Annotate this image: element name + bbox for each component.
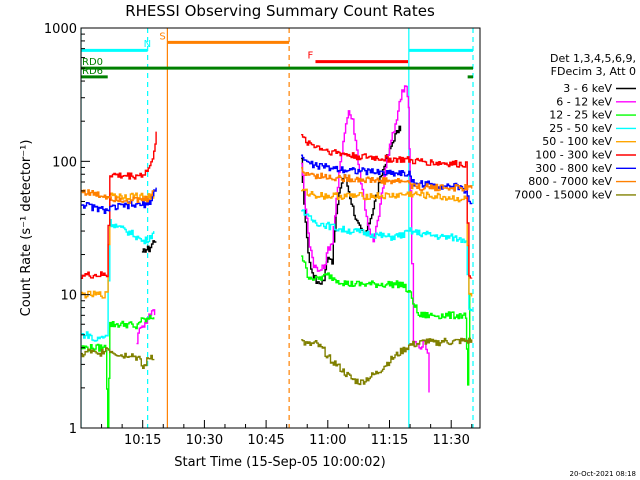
legend-label-5: 100 - 300 keV: [535, 149, 612, 162]
flag-label-s: S: [159, 31, 165, 42]
y-tick-label-2: 10: [60, 289, 77, 304]
legend-label-8: 7000 - 15000 keV: [514, 188, 612, 201]
legend-label-0: 3 - 6 keV: [563, 82, 612, 95]
annotation-0: N: [144, 39, 151, 50]
x-tick-label-4: 11:15: [371, 433, 408, 448]
y-tick-label-0: 1000: [44, 22, 77, 37]
flag-label-rd6: RD6: [82, 66, 103, 77]
series-line-3: [81, 209, 473, 342]
y-tick-label-1: 100: [52, 155, 77, 170]
legend-header-1: FDecim 3, Att 0: [551, 65, 636, 78]
legend-label-1: 6 - 12 keV: [556, 95, 612, 108]
y-tick-label-3: 1: [69, 422, 77, 437]
flag-label-rd0: RD0: [82, 57, 103, 68]
x-tick-label-0: 10:15: [124, 433, 161, 448]
x-tick-label-3: 11:00: [309, 433, 346, 448]
chart-title: RHESSI Observing Summary Count Rates: [125, 2, 435, 20]
legend-label-2: 12 - 25 keV: [549, 109, 612, 122]
x-axis-label: Start Time (15-Sep-05 10:00:02): [174, 455, 385, 470]
series-line-0: [141, 125, 402, 285]
footer-date: 20-Oct-2021 08:18: [570, 470, 636, 478]
y-axis: 1000 100 10 1: [44, 22, 90, 437]
legend-label-7: 800 - 7000 keV: [528, 175, 612, 188]
series-line-8: [81, 337, 473, 386]
legend-header-0: Det 1,3,4,5,6,9,: [550, 52, 636, 65]
plot-frame: [80, 27, 481, 429]
legend: Det 1,3,4,5,6,9,FDecim 3, Att 0 3 - 6 keV…: [514, 52, 636, 201]
series-line-7: [81, 167, 473, 204]
x-axis: 10:15 10:30 10:45 11:00 11:15 11:30: [101, 420, 473, 448]
x-tick-label-2: 10:45: [247, 433, 284, 448]
x-tick-label-5: 11:30: [432, 433, 469, 448]
series-line-5: [81, 131, 473, 279]
legend-label-6: 300 - 800 keV: [535, 162, 612, 175]
legend-label-4: 50 - 100 keV: [542, 135, 612, 148]
x-tick-label-1: 10:30: [186, 433, 223, 448]
series-line-4: [81, 188, 473, 299]
series-line-6: [81, 154, 473, 214]
legend-label-3: 25 - 50 keV: [549, 122, 612, 135]
y-axis-label: Count Rate (s⁻¹ detector⁻¹): [19, 140, 34, 317]
flag-label-f: F: [307, 51, 313, 62]
